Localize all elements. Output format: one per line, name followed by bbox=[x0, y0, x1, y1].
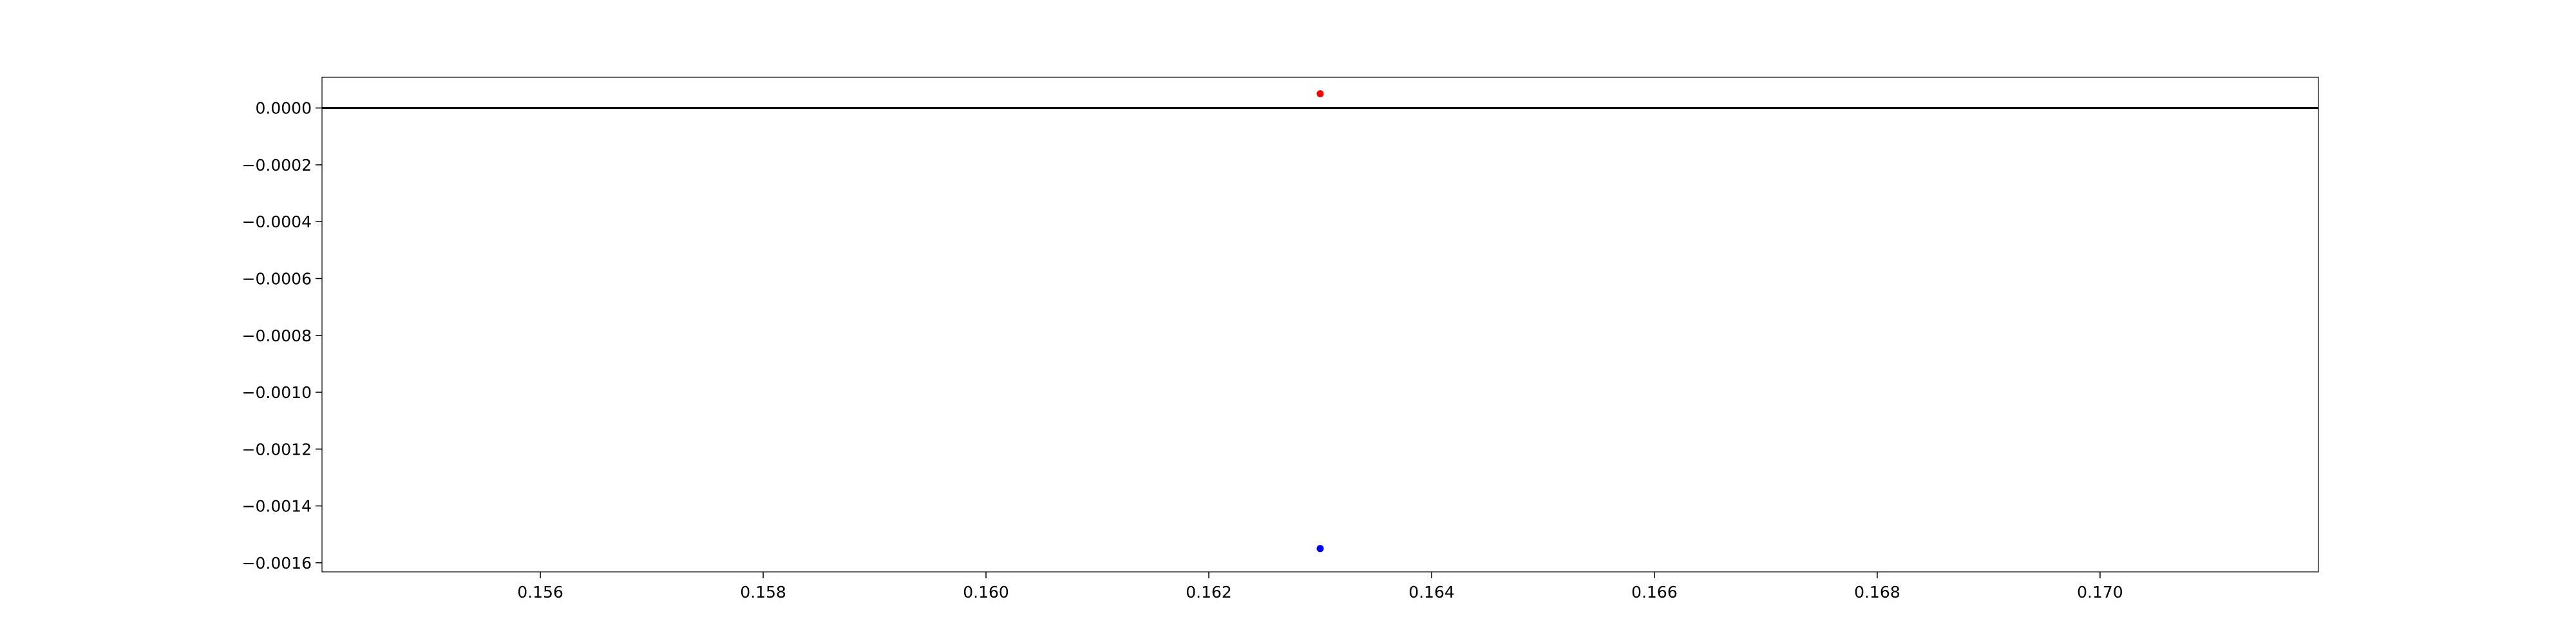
y-tick-label: −0.0014 bbox=[242, 497, 312, 516]
x-tick-label: 0.156 bbox=[517, 583, 564, 601]
y-tick-label: −0.0012 bbox=[242, 440, 312, 459]
plot-frame bbox=[321, 77, 2319, 573]
x-tick-label: 0.170 bbox=[2077, 583, 2123, 601]
y-axis-ticks: 0.0000 −0.0002 −0.0004 −0.0006 −0.0008 −0.001… bbox=[242, 99, 322, 573]
x-tick-label: 0.168 bbox=[1854, 583, 1900, 601]
data-point bbox=[1316, 545, 1324, 553]
y-tick-label: −0.0004 bbox=[242, 213, 312, 231]
x-axis-ticks: 0.156 0.158 0.160 0.162 0.164 0.166 0.168 0.170 bbox=[517, 572, 2123, 601]
y-tick-label: −0.0008 bbox=[242, 327, 312, 345]
x-tick-label: 0.158 bbox=[740, 583, 786, 601]
data-point bbox=[1316, 90, 1324, 98]
plot-area bbox=[322, 77, 2318, 572]
x-tick-label: 0.164 bbox=[1408, 583, 1455, 601]
data-points bbox=[1316, 90, 1324, 553]
y-tick-label: −0.0006 bbox=[242, 269, 312, 288]
x-tick-label: 0.162 bbox=[1186, 583, 1232, 601]
x-tick-label: 0.166 bbox=[1631, 583, 1678, 601]
y-tick-label: −0.0010 bbox=[242, 383, 312, 402]
x-tick-label: 0.160 bbox=[963, 583, 1009, 601]
y-tick-label: 0.0000 bbox=[256, 99, 312, 118]
y-tick-label: −0.0002 bbox=[242, 156, 312, 175]
y-tick-label: −0.0016 bbox=[242, 554, 312, 573]
